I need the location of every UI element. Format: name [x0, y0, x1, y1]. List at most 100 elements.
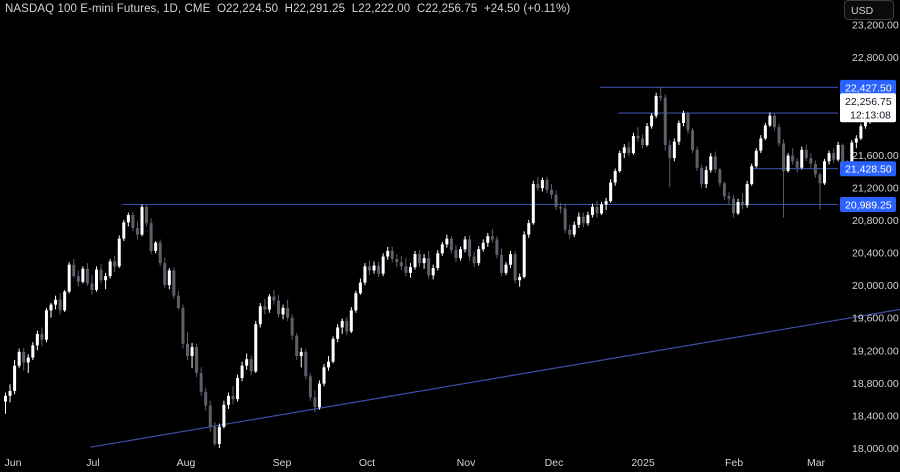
candle-body	[368, 266, 371, 271]
candle-body	[531, 184, 535, 224]
candle	[358, 278, 362, 295]
candle	[26, 354, 30, 374]
candle-body	[609, 182, 613, 202]
candle	[395, 254, 399, 268]
candle	[641, 134, 644, 149]
candle-body	[795, 161, 799, 168]
candle	[331, 336, 335, 364]
change-value: +24.50 (+0.11%)	[483, 3, 571, 15]
candle	[85, 263, 89, 286]
candle	[317, 380, 321, 410]
candle-body	[527, 223, 531, 235]
candle	[81, 266, 85, 284]
candle-body	[850, 142, 854, 165]
candle	[459, 246, 462, 261]
candle	[149, 218, 153, 255]
candle-body	[258, 306, 262, 325]
candle	[727, 192, 731, 206]
candle	[377, 261, 381, 277]
candle	[581, 212, 585, 228]
candle-body	[786, 155, 790, 172]
candle-body	[718, 169, 722, 184]
candle-body	[732, 198, 735, 214]
candle-body	[454, 250, 458, 259]
candle-body	[249, 359, 253, 372]
candle	[750, 163, 754, 186]
candle-body	[413, 254, 417, 268]
candle-body	[499, 254, 503, 273]
candle-body	[195, 346, 199, 374]
candle	[586, 211, 590, 226]
candle	[67, 262, 71, 294]
candle	[854, 135, 858, 149]
candle-body	[358, 282, 362, 294]
candle	[363, 263, 367, 286]
candle-body	[495, 239, 499, 255]
candle	[313, 390, 317, 413]
candle	[745, 180, 749, 208]
candle-body	[841, 144, 845, 163]
candle-body	[85, 268, 89, 284]
candle	[613, 168, 617, 186]
candle-body	[199, 373, 203, 392]
last-price-text: 22,256.75	[845, 96, 892, 108]
candle	[117, 235, 121, 268]
candle	[31, 342, 35, 361]
candle-body	[449, 238, 453, 251]
candle-body	[154, 242, 158, 251]
candle	[595, 201, 599, 218]
candle	[408, 263, 412, 278]
candle	[436, 250, 440, 271]
candle	[449, 236, 453, 254]
trend-line[interactable]	[90, 292, 900, 448]
price-axis-tick: 21,600.00	[852, 150, 899, 162]
candle-body	[63, 291, 67, 311]
candle-body	[490, 236, 494, 240]
candle-body	[813, 163, 817, 175]
candle-body	[641, 138, 644, 145]
candle	[176, 290, 180, 310]
level-price-label: 21,428.50	[840, 161, 896, 177]
candle-body	[299, 351, 303, 356]
time-axis-label: 2025	[631, 457, 655, 469]
candle-body	[377, 265, 381, 274]
candle	[44, 307, 48, 343]
candle	[277, 294, 280, 318]
candle-body	[236, 377, 240, 400]
close-label: C	[416, 3, 426, 15]
candle-body	[550, 189, 553, 195]
candle	[791, 148, 795, 165]
candle	[99, 263, 103, 284]
candle-body	[13, 365, 17, 391]
candle	[695, 146, 699, 172]
candle-body	[186, 343, 189, 356]
candle-body	[668, 144, 672, 159]
candle	[8, 384, 12, 403]
candle-body	[408, 267, 412, 273]
candle-body	[518, 276, 522, 281]
candle-body	[859, 126, 863, 139]
candle-body	[745, 184, 749, 206]
candle	[677, 120, 681, 145]
currency-button[interactable]: USD	[844, 0, 894, 20]
candle-body	[277, 300, 280, 315]
candle	[713, 151, 717, 173]
candle-body	[395, 259, 399, 263]
candle-body	[636, 136, 640, 139]
level-price-label-text: 22,427.50	[845, 82, 892, 94]
candle-body	[777, 127, 781, 144]
candle	[76, 270, 80, 287]
candle-body	[222, 404, 226, 427]
candle	[609, 179, 613, 203]
candle	[431, 264, 435, 280]
candle-body	[176, 295, 180, 308]
level-price-label-text: 21,428.50	[845, 164, 892, 176]
candle	[413, 250, 417, 270]
candle	[463, 236, 467, 253]
candle-body	[590, 206, 594, 216]
candle-body	[722, 183, 726, 197]
candle	[827, 150, 831, 165]
candle-body	[445, 238, 449, 245]
candle	[372, 261, 376, 274]
